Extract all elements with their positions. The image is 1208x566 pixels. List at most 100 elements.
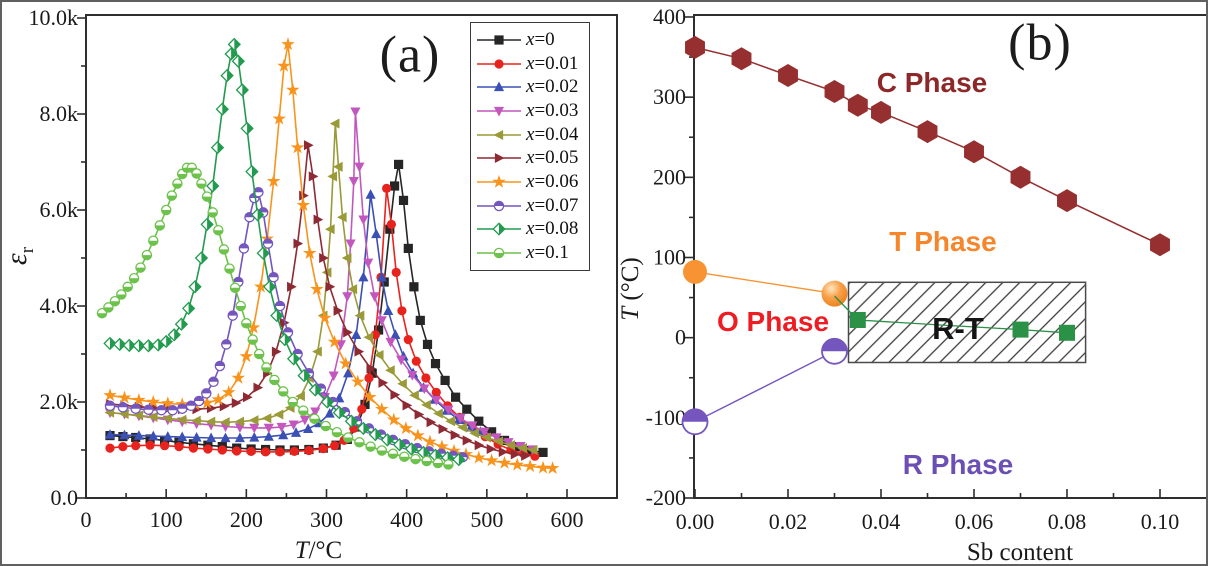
- circle-half-bottom-marker: [298, 405, 309, 416]
- circle-half-bottom-marker: [160, 204, 172, 216]
- square-marker: [360, 399, 370, 409]
- triangle-down-marker: [479, 427, 490, 438]
- circle-marker: [382, 183, 392, 193]
- triangle-left-marker: [205, 416, 216, 427]
- triangle-left-marker: [234, 416, 245, 427]
- legend-marker-triangle-left: [477, 129, 521, 140]
- diamond-half-right-marker: [256, 246, 270, 260]
- triangle-left-marker: [433, 408, 443, 419]
- triangle-down-marker: [443, 405, 454, 416]
- triangle-left-marker: [373, 349, 384, 361]
- circle-half-bottom-marker: [354, 437, 365, 448]
- circle-marker: [188, 443, 198, 453]
- panel-a-yaxis-title: εr: [2, 246, 38, 265]
- panel-a-xtick-label: 500: [470, 507, 503, 532]
- series-x0.03: [104, 107, 538, 456]
- triangle-left-marker: [324, 224, 335, 235]
- triangle-right-marker: [438, 423, 449, 434]
- star-marker: [146, 394, 161, 408]
- star-marker: [132, 392, 146, 406]
- circle-half-bottom-marker: [191, 168, 202, 179]
- hexagon-marker: [1010, 165, 1031, 189]
- circle-half-bottom-marker: [493, 247, 505, 259]
- panel-b-ytick-label: 300: [653, 84, 686, 109]
- diamond-half-right-marker: [200, 217, 214, 232]
- legend-label: x=0.05: [526, 147, 579, 169]
- triangle-right-marker: [343, 327, 353, 338]
- triangle-up-marker: [303, 423, 314, 434]
- legend-item-x0.02: x=0.02: [471, 75, 589, 99]
- triangle-right-marker: [313, 214, 324, 225]
- triangle-up-marker: [133, 430, 144, 440]
- triangle-left-marker: [409, 390, 419, 401]
- circle-half-bottom-marker: [201, 191, 213, 202]
- circle-half-top-marker: [274, 300, 286, 312]
- panel-a-xtick-label: 100: [150, 507, 183, 532]
- triangle-right-marker: [293, 238, 304, 249]
- triangle-left-marker: [493, 129, 504, 140]
- circle-marker: [131, 441, 141, 451]
- triangle-right-marker: [498, 446, 509, 457]
- triangle-up-marker: [119, 429, 130, 440]
- diamond-half-right-marker: [159, 334, 173, 349]
- legend-marker-diamond-half-right: [477, 222, 521, 237]
- square-marker: [390, 181, 400, 191]
- panel-b-xtick-label: 0.04: [862, 509, 901, 534]
- triangle-left-marker: [332, 161, 343, 172]
- circle-half-bottom-marker: [331, 426, 343, 438]
- circle-half-bottom-marker: [116, 289, 127, 300]
- square-marker: [422, 339, 433, 349]
- triangle-left-marker: [421, 399, 431, 410]
- triangle-up-marker: [351, 329, 362, 339]
- triangle-down-marker: [455, 414, 466, 424]
- star-marker: [351, 374, 365, 388]
- circle-marker: [105, 443, 115, 453]
- circle-half-bottom-marker: [387, 448, 399, 460]
- diamond-half-right-marker: [245, 164, 259, 179]
- panel-a-xaxis-title: T/°C: [295, 537, 343, 564]
- diamond-half-right-marker: [278, 332, 292, 347]
- square-large-marker: [849, 312, 866, 328]
- circle-half-bottom-marker: [122, 281, 133, 293]
- diamond-half-right-marker: [286, 352, 301, 366]
- square-marker: [374, 325, 384, 335]
- diamond-half-right-marker: [167, 328, 181, 342]
- diamond-half-right-marker: [240, 121, 254, 136]
- triangle-down-marker: [348, 177, 359, 187]
- panel-a-label: (a): [379, 26, 441, 84]
- series-C-phase-boundary: [685, 35, 1170, 257]
- ball-marker: [821, 280, 848, 307]
- circle-marker: [217, 445, 227, 455]
- triangle-left-marker: [327, 171, 338, 182]
- legend-label: x=0.04: [526, 123, 579, 145]
- triangle-right-marker: [474, 440, 485, 451]
- circle-marker: [160, 441, 170, 451]
- circle-half-bottom-marker: [141, 249, 153, 261]
- circle-half-bottom-marker: [410, 453, 421, 465]
- triangle-down-marker: [396, 355, 407, 366]
- circle-half-bottom-marker: [148, 235, 159, 246]
- triangle-left-marker: [493, 436, 504, 447]
- triangle-right-marker: [242, 392, 253, 403]
- circle-half-top-marker: [167, 404, 178, 416]
- square-marker: [403, 243, 413, 253]
- triangle-left-marker: [312, 346, 322, 357]
- square-marker: [379, 277, 389, 287]
- diamond-half-right-marker: [452, 452, 466, 467]
- star-marker: [117, 390, 132, 404]
- triangle-up-marker: [162, 431, 173, 441]
- star-marker: [375, 402, 389, 415]
- circle-half-bottom-marker: [166, 190, 178, 201]
- star-marker: [302, 246, 317, 259]
- triangle-left-marker: [385, 365, 395, 376]
- diamond-half-right-marker: [297, 368, 311, 383]
- panel-a-ytick-label: 6.0k: [40, 197, 79, 222]
- diamond-half-right-marker: [188, 280, 202, 294]
- triangle-left-marker: [341, 252, 352, 264]
- star-marker: [286, 82, 300, 96]
- circle-half-bottom-marker: [365, 441, 376, 452]
- triangle-left-marker: [219, 417, 230, 428]
- circle-half-bottom-marker: [269, 374, 280, 386]
- hexagon-marker: [1150, 233, 1170, 257]
